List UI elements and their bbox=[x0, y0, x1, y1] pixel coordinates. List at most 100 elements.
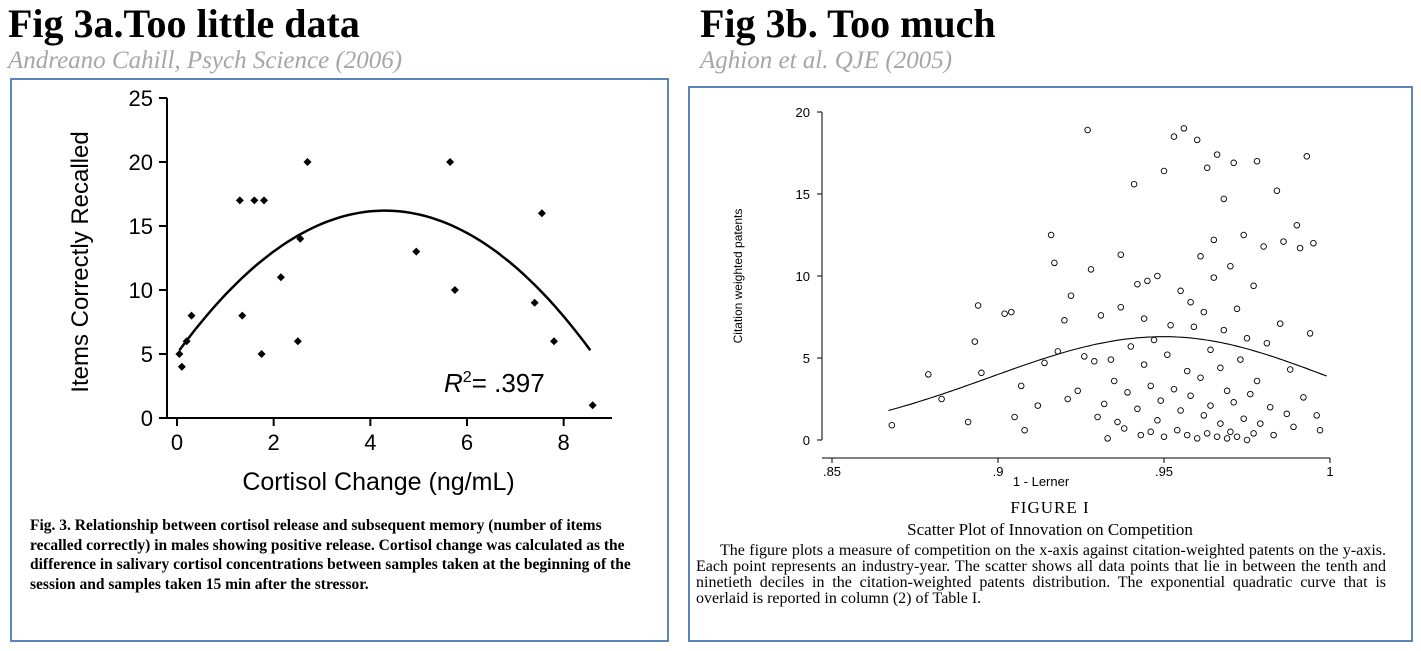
data-point bbox=[1187, 298, 1194, 306]
y-tick-label: 0 bbox=[803, 433, 810, 448]
data-point bbox=[1213, 433, 1221, 440]
data-point bbox=[974, 302, 982, 309]
data-point bbox=[1177, 407, 1184, 414]
data-point bbox=[1247, 390, 1254, 398]
x-tick-label: 4 bbox=[364, 430, 376, 455]
data-point bbox=[938, 395, 945, 403]
data-point bbox=[1207, 346, 1214, 354]
data-point bbox=[1041, 359, 1048, 367]
y-tick-label: 10 bbox=[129, 278, 153, 303]
data-point bbox=[1157, 397, 1164, 404]
data-point bbox=[1203, 164, 1211, 172]
data-point bbox=[1266, 403, 1274, 411]
data-point bbox=[303, 158, 312, 166]
data-point bbox=[1230, 159, 1237, 167]
data-point bbox=[1160, 167, 1168, 175]
data-point bbox=[1114, 418, 1121, 426]
data-point bbox=[1240, 231, 1247, 239]
data-point bbox=[1260, 243, 1267, 250]
x-tick-label: 2 bbox=[268, 430, 280, 455]
data-point bbox=[1117, 303, 1125, 311]
y-axis-label: Items Correctly Recalled bbox=[67, 131, 94, 392]
data-point bbox=[1137, 431, 1145, 439]
right-figure-label: FIGURE I bbox=[1010, 498, 1090, 517]
left-figure-panel: 0 5 10 15 20 25 0 2 4 6 8 Cortisol Change (ng/mL) It… bbox=[10, 78, 669, 642]
fit-curve bbox=[178, 209, 592, 351]
left-figure-title: Fig 3a.Too little data bbox=[8, 1, 360, 46]
data-point bbox=[1220, 326, 1228, 334]
data-point bbox=[1147, 428, 1154, 436]
data-point bbox=[1233, 433, 1241, 440]
x-tick-label: 8 bbox=[558, 430, 570, 455]
data-point bbox=[1200, 308, 1208, 316]
data-point bbox=[1134, 280, 1141, 288]
data-point bbox=[537, 209, 546, 218]
data-point bbox=[1117, 251, 1125, 258]
right-figure-panel: 0 5 10 15 20 .85 .9 .95 1 1 - Lerner Citation weig… bbox=[688, 86, 1413, 642]
data-point bbox=[1283, 410, 1291, 418]
data-point bbox=[175, 350, 184, 358]
data-point bbox=[1243, 335, 1251, 342]
data-point bbox=[1253, 377, 1261, 385]
data-point bbox=[187, 311, 196, 320]
data-point bbox=[1230, 399, 1237, 406]
data-point bbox=[293, 337, 302, 346]
data-point bbox=[1286, 366, 1294, 373]
data-point bbox=[1091, 358, 1098, 365]
data-point bbox=[1154, 272, 1161, 280]
y-tick-label: 5 bbox=[141, 342, 153, 367]
right-figure-subtitle: Scatter Plot of Innovation on Competitio… bbox=[907, 520, 1193, 539]
y-tick-label: 10 bbox=[796, 269, 810, 284]
data-point bbox=[1227, 428, 1234, 436]
data-point bbox=[1127, 343, 1135, 350]
x-tick-label: .9 bbox=[993, 464, 1004, 479]
x-axis-label: 1 - Lerner bbox=[1013, 474, 1070, 489]
data-point bbox=[1210, 236, 1218, 244]
data-point bbox=[1193, 435, 1201, 442]
data-point bbox=[1223, 435, 1231, 442]
data-point bbox=[1120, 425, 1128, 432]
data-point bbox=[1140, 315, 1148, 322]
data-point bbox=[1087, 266, 1095, 273]
r-squared-annotation: R2= .397 bbox=[444, 368, 545, 398]
data-point bbox=[1124, 389, 1131, 396]
data-point bbox=[978, 369, 985, 377]
data-point bbox=[1183, 367, 1191, 375]
data-point bbox=[1011, 413, 1018, 421]
y-axis-label: Citation weighted patents bbox=[731, 209, 745, 344]
data-point bbox=[925, 371, 932, 378]
data-point bbox=[1150, 336, 1158, 344]
x-tick-label: .85 bbox=[823, 464, 841, 479]
data-point bbox=[1084, 126, 1091, 134]
x-tick-label: .95 bbox=[1155, 464, 1173, 479]
data-point bbox=[1310, 239, 1317, 247]
data-point bbox=[1210, 274, 1218, 281]
data-point bbox=[530, 298, 539, 307]
data-point bbox=[1293, 221, 1301, 229]
data-point bbox=[1154, 417, 1161, 424]
data-point bbox=[1217, 420, 1224, 427]
data-point bbox=[1047, 231, 1055, 239]
data-point bbox=[1263, 339, 1271, 347]
data-point bbox=[1273, 187, 1281, 194]
x-tick-label: 6 bbox=[461, 430, 473, 455]
right-figure-title: Fig 3b. Too much bbox=[700, 1, 996, 46]
y-tick-label: 20 bbox=[796, 105, 810, 120]
data-point bbox=[1107, 356, 1115, 363]
data-point bbox=[1316, 426, 1324, 434]
data-point bbox=[1183, 431, 1191, 439]
data-point bbox=[1193, 136, 1201, 144]
data-point bbox=[1257, 420, 1264, 427]
data-point bbox=[588, 401, 597, 410]
data-point bbox=[1276, 320, 1284, 327]
left-figure-source: Andreano Cahill, Psych Science (2006) bbox=[8, 47, 403, 74]
y-tick-label: 15 bbox=[129, 214, 153, 239]
data-point bbox=[1074, 387, 1081, 395]
left-scatter-chart: 0 5 10 15 20 25 0 2 4 6 8 Cortisol Change (ng/mL) It… bbox=[67, 86, 612, 496]
data-point bbox=[1290, 423, 1297, 431]
data-point bbox=[1081, 353, 1088, 360]
data-point bbox=[1170, 133, 1178, 140]
data-point bbox=[1280, 238, 1287, 245]
data-point bbox=[296, 234, 305, 243]
left-caption-text: Relationship between cortisol release an… bbox=[30, 517, 631, 593]
